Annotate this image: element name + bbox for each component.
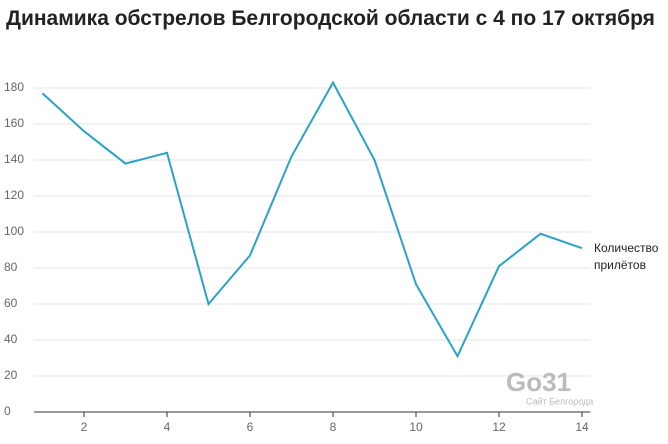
y-tick-label: 80 (4, 260, 18, 274)
y-tick-label: 40 (4, 332, 18, 346)
x-tick-label: 8 (330, 420, 337, 434)
x-tick-label: 14 (575, 420, 589, 434)
watermark-logo: Go31 (506, 367, 571, 397)
x-tick-label: 12 (492, 420, 506, 434)
y-tick-label: 160 (4, 116, 24, 130)
series-label: Количество прилётов (594, 241, 659, 272)
y-tick-label: 180 (4, 80, 24, 94)
y-tick-label: 0 (4, 404, 11, 418)
y-tick-label: 120 (4, 188, 24, 202)
y-tick-label: 20 (4, 368, 18, 382)
y-tick-label: 140 (4, 152, 24, 166)
chart-title: Динамика обстрелов Белгородской области … (6, 7, 655, 30)
x-tick-label: 6 (247, 420, 254, 434)
watermark-caption: Сайт Белгорода (526, 396, 593, 406)
x-tick-label: 4 (164, 420, 171, 434)
x-tick-label: 2 (81, 420, 88, 434)
data-line (41, 80, 583, 359)
y-tick-label: 100 (4, 224, 24, 238)
y-tick-label: 60 (4, 296, 18, 310)
x-tick-label: 10 (409, 420, 423, 434)
